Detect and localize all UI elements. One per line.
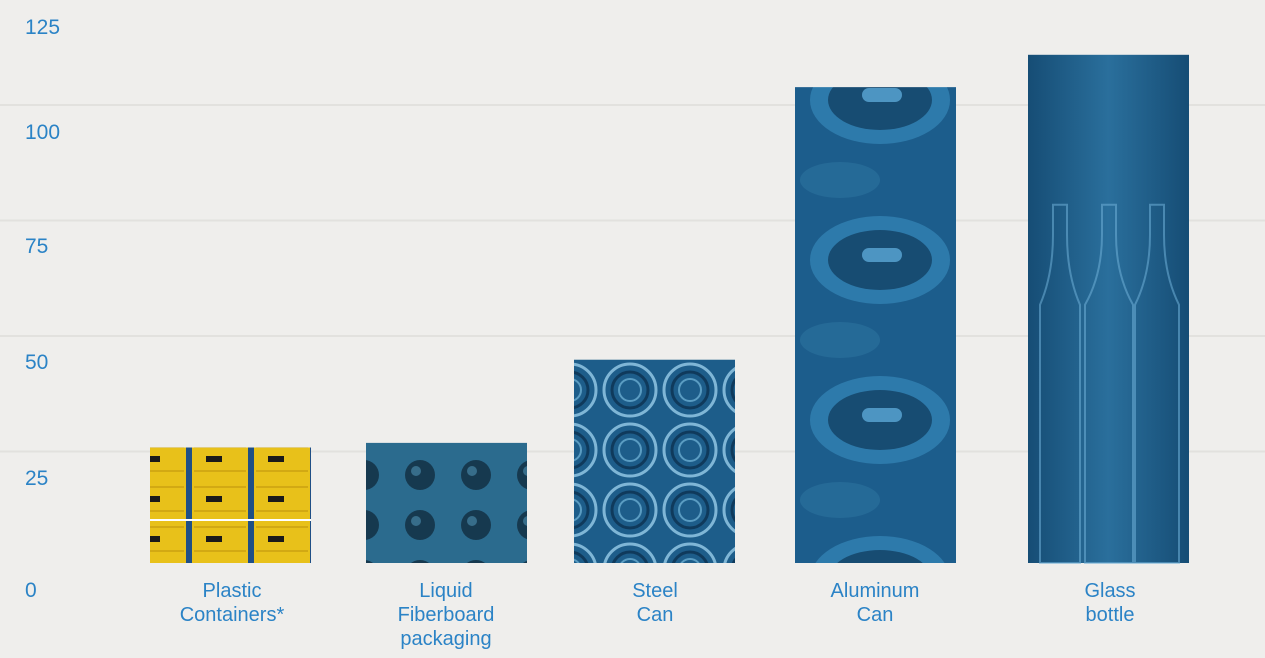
y-tick-label: 125	[25, 16, 60, 39]
bar-yellow-plastic-crates-photo	[150, 447, 311, 563]
glass-bottle-outline	[1084, 203, 1134, 564]
y-tick-label: 100	[25, 121, 60, 144]
glass-bottle-outline	[1039, 203, 1081, 564]
x-category-label-line: Can	[637, 604, 674, 626]
x-category-label-line: bottle	[1086, 604, 1135, 626]
bar-glass-bottles-photo	[1028, 54, 1189, 564]
bars	[150, 54, 1189, 564]
x-category-label-line: Fiberboard	[398, 604, 495, 626]
bar-milk-carton-caps-photo	[366, 442, 527, 563]
x-category-label: Aluminum Can	[831, 580, 920, 626]
x-category-label-line: Glass	[1084, 580, 1135, 602]
y-axis-ticks: 0 25 50 75 100 125	[25, 16, 60, 602]
x-category-label-line: Aluminum	[831, 580, 920, 602]
y-tick-label: 25	[25, 467, 48, 490]
glass-bottles-overlay	[1039, 203, 1180, 564]
x-category-label-line: packaging	[400, 628, 491, 650]
y-tick-label: 75	[25, 235, 48, 258]
x-axis-labels: Plastic Containers* Liquid Fiberboard packag…	[180, 580, 1136, 650]
x-category-label-line: Liquid	[419, 580, 472, 602]
x-category-label: Plastic Containers*	[180, 580, 285, 626]
glass-bottle-outline	[1134, 203, 1180, 564]
bar-aluminum-cans-photo	[795, 87, 956, 563]
x-category-label: Steel Can	[632, 580, 678, 626]
y-tick-label: 50	[25, 351, 48, 374]
x-category-label-line: Steel	[632, 580, 678, 602]
y-tick-label: 0	[25, 579, 37, 602]
x-category-label: Glass bottle	[1084, 580, 1135, 626]
x-category-label-line: Plastic	[203, 580, 262, 602]
bar-steel-cans-photo	[574, 359, 735, 563]
x-category-label: Liquid Fiberboard packaging	[398, 580, 495, 650]
x-category-label-line: Can	[857, 604, 894, 626]
x-category-label-line: Containers*	[180, 604, 285, 626]
